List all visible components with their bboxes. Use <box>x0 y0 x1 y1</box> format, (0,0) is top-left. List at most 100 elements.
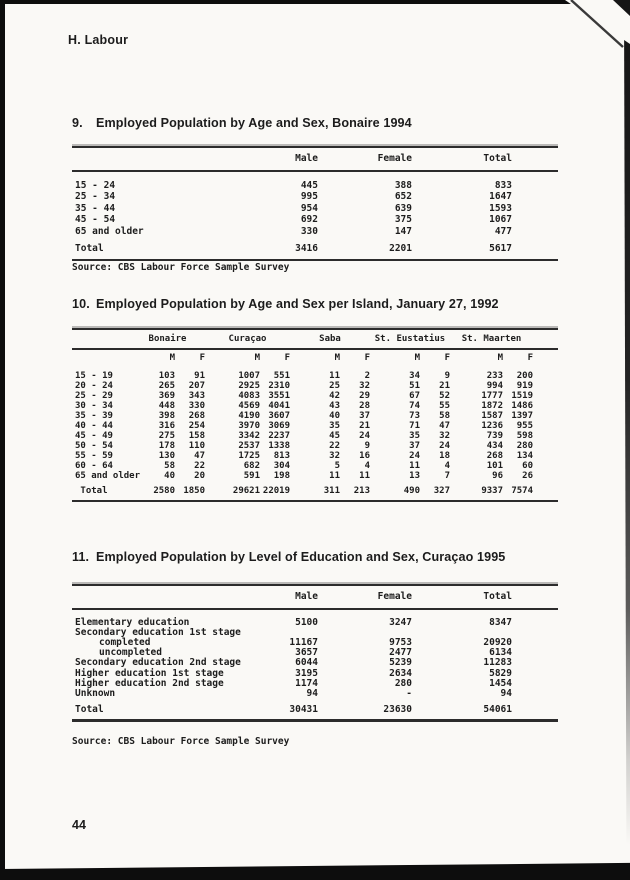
page-corner-fold <box>565 0 630 48</box>
island-group-header: St. Eustatius <box>374 334 446 344</box>
table-employed-by-education-sex-curacao: Male Female Total Elementary education 5100 3… <box>72 584 558 722</box>
table-rule <box>72 170 558 172</box>
column-header: Male <box>295 591 318 602</box>
table-row: 65 and older 40 20 591 198 11 11 13 7 96 26 <box>72 471 558 481</box>
cell-value: 11 <box>409 460 420 471</box>
column-header: M <box>254 352 260 363</box>
cell-value: 71 <box>409 420 420 431</box>
cell-value: 327 <box>433 485 450 496</box>
table-row: Higher education 1st stage 3195 2634 5829 <box>72 667 558 679</box>
total-row: Total 2580 1850 29621 22019 311 213 490 327 9337 7… <box>72 486 558 496</box>
cell-value: 26 <box>522 470 533 481</box>
cell-value: 11 <box>359 470 370 481</box>
row-label: 30 - 34 <box>75 400 113 411</box>
cell-value: 343 <box>188 390 205 401</box>
column-header: F <box>199 352 205 363</box>
cell-value: 330 <box>300 225 318 237</box>
cell-value: 398 <box>158 410 175 421</box>
cell-value: 2925 <box>238 380 260 391</box>
cell-value: 7 <box>444 470 450 481</box>
table-row: 35 - 39 398 268 4190 3607 40 37 73 58 1587 1397 <box>72 411 558 421</box>
row-label: Total <box>75 243 104 254</box>
table-row: 15 - 24 445 388 833 <box>72 180 558 192</box>
cell-value: 311 <box>323 485 340 496</box>
cell-value: 1777 <box>481 390 503 401</box>
table-row: Secondary education 2nd stage 6044 5239 112… <box>72 658 558 668</box>
cell-value: 919 <box>516 380 533 391</box>
cell-value: 369 <box>158 390 175 401</box>
cell-value: 477 <box>494 225 512 237</box>
cell-value: 995 <box>300 191 318 202</box>
cell-value: 375 <box>394 214 412 225</box>
source-note: Source: CBS Labour Force Sample Survey <box>72 262 290 273</box>
cell-value: 130 <box>158 450 175 461</box>
cell-value: 275 <box>158 430 175 441</box>
cell-value: 2477 <box>389 647 412 659</box>
row-label: 35 - 39 <box>75 410 113 421</box>
cell-value: 955 <box>516 420 533 431</box>
cell-value: 2201 <box>389 243 412 254</box>
table-row: 65 and older 330 147 477 <box>72 226 558 238</box>
cell-value: 6044 <box>295 657 318 669</box>
cell-value: 3657 <box>295 647 318 659</box>
cell-value: 3416 <box>295 243 318 254</box>
cell-value: 21 <box>439 380 450 391</box>
cell-value: 4569 <box>238 400 260 411</box>
cell-value: 24 <box>409 450 420 461</box>
cell-value: 434 <box>486 440 503 451</box>
cell-value: 3195 <box>295 667 318 679</box>
column-header: Total <box>483 591 512 602</box>
cell-value: 265 <box>158 380 175 391</box>
cell-value: 29 <box>359 390 370 401</box>
table11-number: 11. <box>72 550 90 564</box>
cell-value: 94 <box>306 687 318 699</box>
cell-value: 682 <box>243 460 260 471</box>
cell-value: 11167 <box>289 636 318 648</box>
cell-value: 45 <box>329 430 340 441</box>
island-group-header: Saba <box>319 334 341 344</box>
cell-value: 35 <box>409 430 420 441</box>
cell-value: 280 <box>394 677 412 689</box>
table-rule <box>72 258 558 261</box>
table11-title: 11. Employed Population by Level of Educ… <box>72 550 505 564</box>
cell-value: 158 <box>188 430 205 441</box>
row-label: 65 and older <box>75 470 141 481</box>
table10-title: 10. Employed Population by Age and Sex p… <box>72 297 499 311</box>
cell-value: 5 <box>334 460 340 471</box>
cell-value: 24 <box>439 440 450 451</box>
table-rule <box>72 328 558 330</box>
cell-value: 2 <box>364 370 370 381</box>
cell-value: 23630 <box>383 704 412 716</box>
table-rule <box>72 146 558 148</box>
table-body: 15 - 24 445 388 833 25 - 34 995 652 1647 35 - 44… <box>72 180 558 238</box>
table-row: 55 - 59 130 47 1725 813 32 16 24 18 268 134 <box>72 451 558 461</box>
row-label: completed <box>99 636 151 648</box>
cell-value: 254 <box>188 420 205 431</box>
cell-value: 813 <box>273 450 290 461</box>
table11-title-text: Employed Population by Level of Educatio… <box>96 550 506 564</box>
page-number: 44 <box>72 818 86 832</box>
cell-value: 110 <box>188 440 205 451</box>
island-group-header: Curaçao <box>228 334 267 344</box>
cell-value: 1067 <box>489 214 512 225</box>
total-row: Total 3416 2201 5617 <box>72 243 558 255</box>
cell-value: 1397 <box>511 410 533 421</box>
cell-value: 20920 <box>483 636 512 648</box>
cell-value: 9753 <box>389 636 412 648</box>
cell-value: 178 <box>158 440 175 451</box>
cell-value: 22 <box>194 460 205 471</box>
cell-value: 9337 <box>481 485 503 496</box>
row-label: uncompleted <box>99 647 162 659</box>
cell-value: 4 <box>444 460 450 471</box>
row-label: 45 - 54 <box>75 214 116 225</box>
cell-value: 268 <box>188 410 205 421</box>
cell-value: 147 <box>394 225 412 237</box>
table-row: 60 - 64 58 22 682 304 5 4 11 4 101 60 <box>72 461 558 471</box>
row-label: Elementary education <box>75 616 190 628</box>
cell-value: 1850 <box>183 485 205 496</box>
cell-value: 3069 <box>268 420 290 431</box>
cell-value: 280 <box>516 440 533 451</box>
header-row: Male Female Total <box>72 148 558 170</box>
cell-value: 52 <box>439 390 450 401</box>
